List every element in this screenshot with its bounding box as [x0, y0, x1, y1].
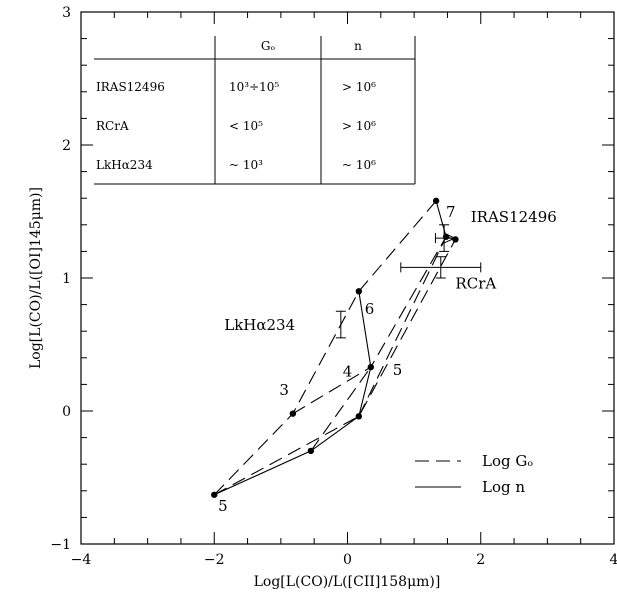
series-line-log-go	[358, 236, 447, 417]
series-line-log-go	[213, 239, 456, 496]
model-point	[355, 288, 363, 295]
table-cell-r0-c2: > 10⁶	[342, 80, 376, 94]
model-point	[442, 233, 450, 240]
legend-label-log-n: Log n	[482, 478, 525, 496]
table-cell-r2-c0: LkHα234	[96, 158, 153, 172]
model-point	[211, 491, 218, 498]
table-cell-r1-c1: < 10⁵	[229, 119, 263, 133]
observations: IRAS12496 RCrA LkHα234	[224, 208, 557, 339]
model-point	[452, 236, 459, 243]
observation-rcra: RCrA	[400, 256, 496, 293]
x-tick-label: 4	[610, 552, 617, 568]
model-point	[432, 197, 440, 205]
y-tick-label: −1	[50, 537, 71, 553]
axis-ticks	[80, 11, 615, 545]
series-line-log-go	[310, 366, 372, 452]
model-point	[289, 410, 297, 417]
y-tick-label: 0	[62, 404, 71, 420]
model-points	[211, 197, 459, 498]
point-annotation: 4	[343, 362, 353, 380]
table-cell-r2-c2: ~ 10⁶	[342, 158, 376, 172]
y-axis-label: Log[L(CO)/L([OI]145μm)]	[28, 187, 44, 369]
point-annotation: 7	[446, 203, 456, 221]
x-tick-label: −4	[71, 552, 92, 568]
y-tick-label: 3	[62, 5, 71, 21]
x-tick-label: 0	[343, 552, 352, 568]
table-cell-r1-c0: RCrA	[96, 119, 129, 133]
observation-label: LkHα234	[224, 316, 295, 334]
point-annotations: 3 4 5 6 7 5	[218, 203, 455, 515]
model-point	[367, 363, 375, 371]
point-annotation: 5	[218, 497, 228, 515]
legend: Log Gₒ Log n	[415, 452, 533, 496]
table-header-n: n	[354, 39, 362, 53]
point-annotation: 3	[279, 381, 289, 399]
table-header-go: Gₒ	[261, 39, 276, 53]
table-cell-r0-c0: IRAS12496	[96, 80, 165, 94]
x-tick-label: 2	[476, 552, 485, 568]
table-cell-r1-c2: > 10⁶	[342, 119, 376, 133]
observation-label: IRAS12496	[471, 208, 557, 226]
x-axis-label: Log[L(CO)/L([CII]158μm)]	[254, 574, 441, 590]
table-cell-r0-c1: 10³÷10⁵	[229, 80, 279, 94]
y-tick-label: 2	[62, 138, 71, 154]
x-tick-label: −2	[204, 552, 225, 568]
model-point	[307, 447, 315, 455]
legend-label-log-go: Log Gₒ	[482, 452, 533, 470]
series-line-log-go	[213, 200, 437, 496]
series-lines	[213, 200, 456, 496]
model-point	[355, 413, 363, 420]
y-tick-label: 1	[62, 271, 71, 287]
table-cell-r2-c1: ~ 10³	[229, 158, 263, 172]
observation-lkh-234: LkHα234	[224, 310, 346, 339]
point-annotation: 5	[393, 361, 403, 379]
inset-table: Gₒ n IRAS12496 10³÷10⁵ > 10⁶ RCrA < 10⁵ …	[94, 36, 416, 185]
point-annotation: 6	[365, 300, 375, 318]
axis-tick-labels: −4 −2 0 2 4 −1 0 1 2 3	[50, 5, 617, 568]
series-line-log-go	[292, 236, 447, 415]
observation-label: RCrA	[455, 275, 496, 293]
